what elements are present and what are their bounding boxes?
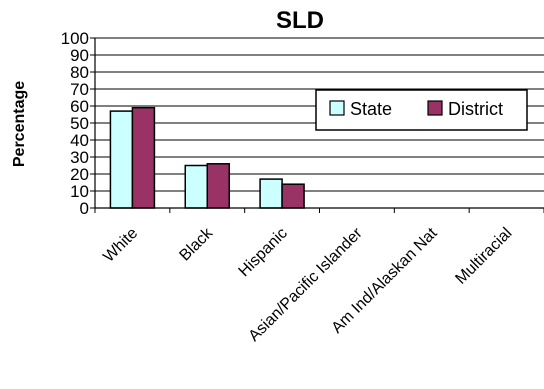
legend-swatch-district [427, 100, 443, 116]
y-tick-label: 70 [70, 80, 89, 99]
chart-legend: State District [315, 89, 528, 131]
y-tick-label: 20 [70, 165, 89, 184]
x-category-label: Hispanic [236, 225, 291, 280]
y-tick-label: 30 [70, 148, 89, 167]
bar-state-black [184, 164, 208, 209]
legend-swatch-state [329, 100, 345, 116]
bar-district-white [131, 106, 156, 209]
y-tick-label: 60 [70, 97, 89, 116]
y-tick-label: 100 [61, 29, 89, 48]
y-tick-label: 90 [70, 46, 89, 65]
legend-box [315, 89, 528, 131]
bar-layer [109, 106, 305, 209]
legend-label-district: District [448, 99, 503, 119]
x-category-label: Multiracial [452, 225, 515, 288]
y-tick-label: 50 [70, 114, 89, 133]
y-tick-label: 40 [70, 131, 89, 150]
bar-state-hispanic [259, 178, 283, 209]
y-tick-label: 10 [70, 182, 89, 201]
y-axis-label: Percentage [11, 81, 28, 167]
bar-state-white [109, 110, 134, 209]
y-tick-label: 80 [70, 63, 89, 82]
chart-title: SLD [276, 7, 324, 34]
x-category-label: White [100, 225, 141, 266]
bar-district-black [206, 163, 230, 209]
x-category-label: Black [176, 224, 216, 264]
y-tick-label: 0 [80, 199, 89, 218]
legend-label-state: State [350, 99, 392, 119]
axis-layer [90, 37, 544, 213]
bar-district-hispanic [281, 183, 305, 209]
